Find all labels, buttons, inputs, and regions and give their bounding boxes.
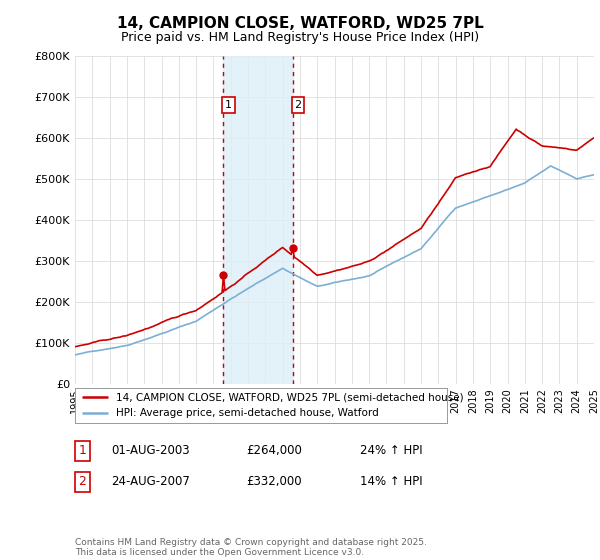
Text: 1: 1 (225, 100, 232, 110)
Text: 14, CAMPION CLOSE, WATFORD, WD25 7PL: 14, CAMPION CLOSE, WATFORD, WD25 7PL (116, 16, 484, 31)
Bar (223, 56, 293, 384)
Text: £264,000: £264,000 (246, 444, 302, 458)
Text: HPI: Average price, semi-detached house, Watford: HPI: Average price, semi-detached house,… (116, 408, 379, 418)
Text: 2: 2 (295, 100, 302, 110)
Text: 24% ↑ HPI: 24% ↑ HPI (360, 444, 422, 458)
Text: 24-AUG-2007: 24-AUG-2007 (111, 475, 190, 488)
Text: 2: 2 (78, 475, 86, 488)
Text: Price paid vs. HM Land Registry's House Price Index (HPI): Price paid vs. HM Land Registry's House … (121, 31, 479, 44)
Text: 14, CAMPION CLOSE, WATFORD, WD25 7PL (semi-detached house): 14, CAMPION CLOSE, WATFORD, WD25 7PL (se… (116, 393, 464, 403)
Text: 14% ↑ HPI: 14% ↑ HPI (360, 475, 422, 488)
Text: 01-AUG-2003: 01-AUG-2003 (111, 444, 190, 458)
Text: Contains HM Land Registry data © Crown copyright and database right 2025.
This d: Contains HM Land Registry data © Crown c… (75, 538, 427, 557)
Text: 1: 1 (78, 444, 86, 458)
Text: £332,000: £332,000 (246, 475, 302, 488)
